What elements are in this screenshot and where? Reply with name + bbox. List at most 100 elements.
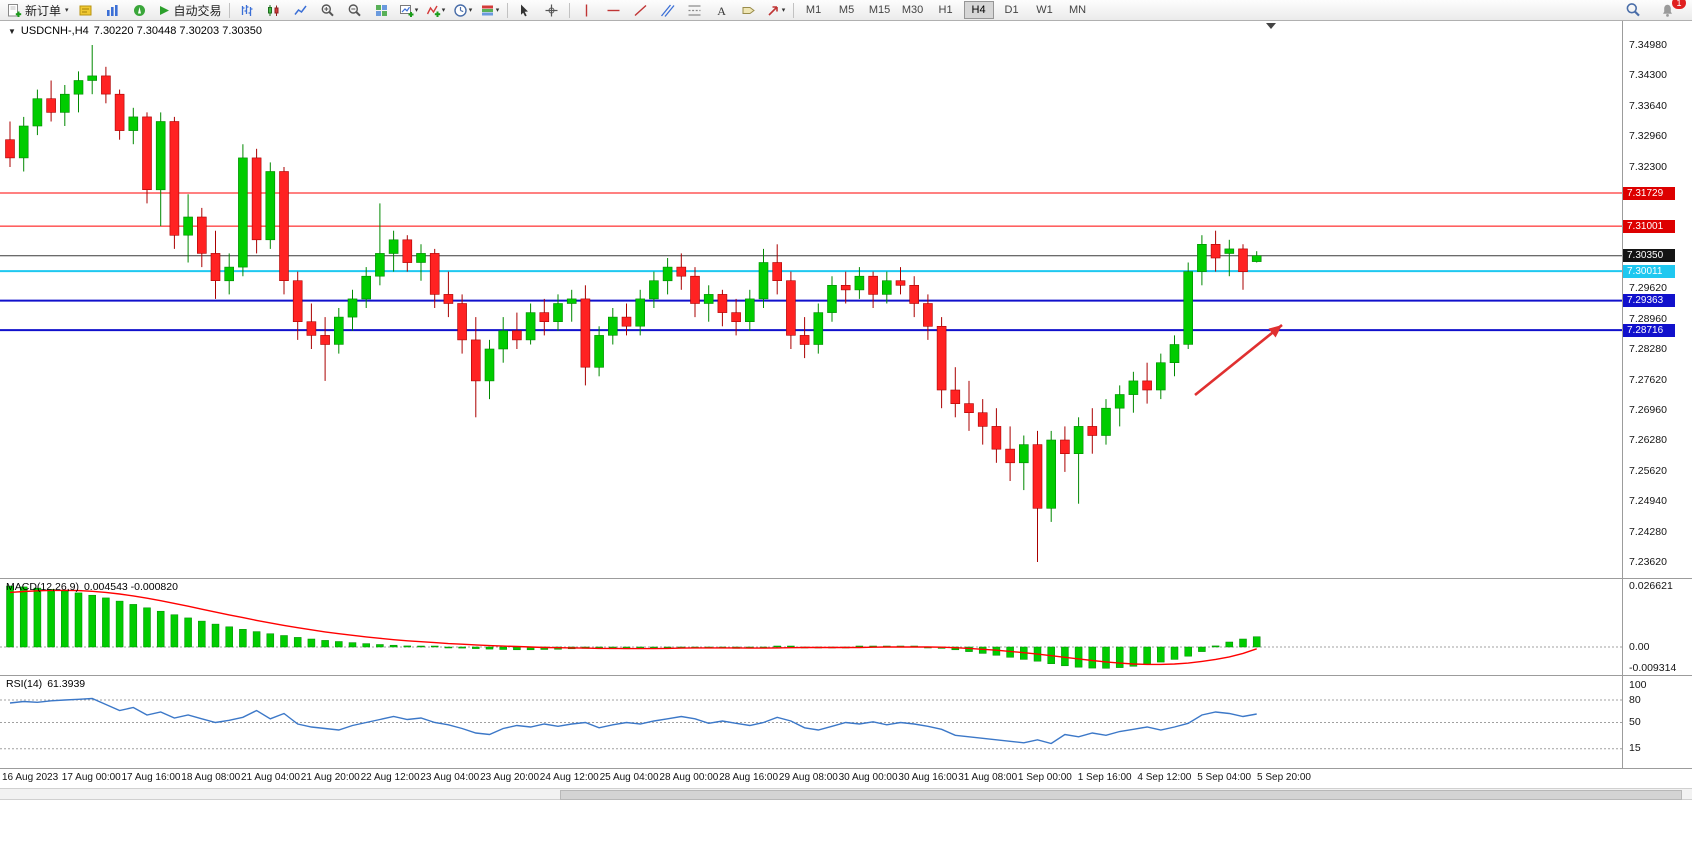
macd-bar xyxy=(1102,646,1110,669)
rsi-axis[interactable]: 100 80 50 15 xyxy=(1623,675,1692,768)
candle xyxy=(484,348,495,382)
dropdown-caret-icon: ▾ xyxy=(414,6,419,14)
candle xyxy=(786,280,796,336)
chart-menu-icon[interactable]: ▼ xyxy=(8,26,16,36)
auto-trading-icon xyxy=(159,5,169,15)
candlestick-chart-button[interactable] xyxy=(261,0,287,20)
cursor-button[interactable] xyxy=(512,0,538,20)
label-tool-icon xyxy=(742,6,755,14)
rsi-axis-tick: 15 xyxy=(1629,742,1641,755)
macd-bar xyxy=(198,620,206,648)
candle xyxy=(607,316,618,336)
price-axis-tick: 7.23620 xyxy=(1629,555,1667,568)
candle xyxy=(731,312,741,323)
main-chart-panel[interactable]: ▼ USDCNH-,H4 7.30220 7.30448 7.30203 7.3… xyxy=(0,21,1622,578)
trendline-button[interactable] xyxy=(628,0,654,20)
rsi-panel[interactable]: RSI(14) 61.3939 xyxy=(0,675,1622,768)
candle xyxy=(416,253,426,263)
macd-bar xyxy=(266,633,275,648)
line-chart-icon xyxy=(294,5,307,15)
time-axis-label: 22 Aug 12:00 xyxy=(360,772,420,783)
price-line-label: 7.29363 xyxy=(1623,294,1675,308)
line-chart-button[interactable] xyxy=(288,0,314,20)
candle xyxy=(772,262,783,282)
toolbar-separator xyxy=(792,2,794,18)
candle xyxy=(251,157,262,241)
rsi-chart[interactable] xyxy=(0,675,1622,768)
macd-bar xyxy=(280,635,288,648)
candle xyxy=(635,298,646,327)
macd-bar xyxy=(444,646,453,649)
macd-bar xyxy=(19,586,28,648)
text-tool-button[interactable]: A xyxy=(709,0,735,20)
crosshair-button[interactable] xyxy=(539,0,565,20)
channel-button[interactable] xyxy=(655,0,681,20)
macd-axis[interactable]: 0.026621 0.00 -0.009314 xyxy=(1623,578,1692,675)
trendline-icon xyxy=(634,4,647,16)
macd-bar xyxy=(239,629,247,648)
auto-trading-button[interactable]: 自动交易 xyxy=(154,0,225,20)
timeframe-m30-button[interactable]: M30 xyxy=(901,4,924,16)
timeframe-h1-button[interactable]: H1 xyxy=(938,4,953,16)
macd-bar xyxy=(47,589,55,648)
chart-shift-marker[interactable] xyxy=(1266,23,1276,29)
new-chart-button[interactable]: ▾ xyxy=(396,0,422,20)
candlestick-chart[interactable] xyxy=(0,21,1622,578)
horizontal-scrollbar[interactable] xyxy=(0,788,1692,800)
search-button[interactable] xyxy=(1620,0,1646,20)
price-line-label: 7.28716 xyxy=(1623,323,1675,337)
price-line-label: 7.31729 xyxy=(1623,186,1675,200)
macd-panel[interactable]: MACD(12,26,9) 0.004543 -0.000820 xyxy=(0,578,1622,675)
arrows-tool-button[interactable]: ▾ xyxy=(763,0,789,20)
tile-windows-icon xyxy=(376,4,388,16)
macd-chart[interactable] xyxy=(0,578,1622,675)
navigator-button[interactable] xyxy=(127,0,153,20)
candle xyxy=(402,239,413,263)
fibonacci-button[interactable] xyxy=(682,0,708,20)
candle xyxy=(594,335,604,368)
vertical-line-button[interactable] xyxy=(574,0,600,20)
macd-signal-line xyxy=(9,589,1257,666)
macd-bar xyxy=(403,645,412,648)
time-axis-label: 23 Aug 04:00 xyxy=(420,772,480,783)
candle xyxy=(279,171,289,281)
templates-button[interactable]: ▾ xyxy=(477,0,503,20)
horizontal-line-button[interactable] xyxy=(601,0,627,20)
periods-button[interactable]: ▾ xyxy=(450,0,476,20)
timeframe-d1-button[interactable]: D1 xyxy=(1004,4,1019,16)
new-order-button[interactable]: 新订单 ▾ xyxy=(4,0,72,20)
timeframe-w1-button[interactable]: W1 xyxy=(1036,4,1053,16)
notifications-button[interactable]: 1 xyxy=(1654,0,1686,20)
macd-bar xyxy=(1252,636,1261,648)
timeframe-m5-button[interactable]: M5 xyxy=(838,4,855,16)
timeframe-m15-button[interactable]: M15 xyxy=(868,4,891,16)
panel-divider[interactable] xyxy=(0,675,1692,676)
candle xyxy=(991,426,1002,450)
zoom-out-button[interactable] xyxy=(342,0,368,20)
trend-arrow[interactable] xyxy=(1194,323,1283,397)
panel-divider[interactable] xyxy=(0,578,1692,579)
label-tool-button[interactable] xyxy=(736,0,762,20)
market-watch-button[interactable] xyxy=(100,0,126,20)
scrollbar-thumb[interactable] xyxy=(560,790,1682,800)
bar-chart-button[interactable] xyxy=(234,0,260,20)
timeframe-mn-button[interactable]: MN xyxy=(1068,4,1087,16)
price-axis-tick: 7.24280 xyxy=(1629,525,1667,538)
time-axis-label: 28 Aug 16:00 xyxy=(719,772,779,783)
price-axis[interactable]: 7.349807.343007.336407.329607.323007.316… xyxy=(1623,21,1692,578)
bell-icon xyxy=(1662,4,1672,17)
metaeditor-button[interactable] xyxy=(73,0,99,20)
candle xyxy=(388,239,399,254)
candle xyxy=(649,280,659,300)
timeframe-m1-button[interactable]: M1 xyxy=(805,4,822,16)
candle xyxy=(1142,380,1152,391)
time-axis[interactable]: 16 Aug 2023 17 Aug 00:00 17 Aug 16:00 18 Au… xyxy=(0,769,1692,788)
zoom-in-button[interactable] xyxy=(315,0,341,20)
indicators-button[interactable]: ▾ xyxy=(423,0,449,20)
candle xyxy=(881,280,892,295)
time-axis-label: 30 Aug 16:00 xyxy=(898,772,958,783)
price-line-label: 7.30350 xyxy=(1623,249,1675,263)
timeframe-h4-button[interactable]: H4 xyxy=(963,1,994,19)
tile-windows-button[interactable] xyxy=(369,0,395,20)
